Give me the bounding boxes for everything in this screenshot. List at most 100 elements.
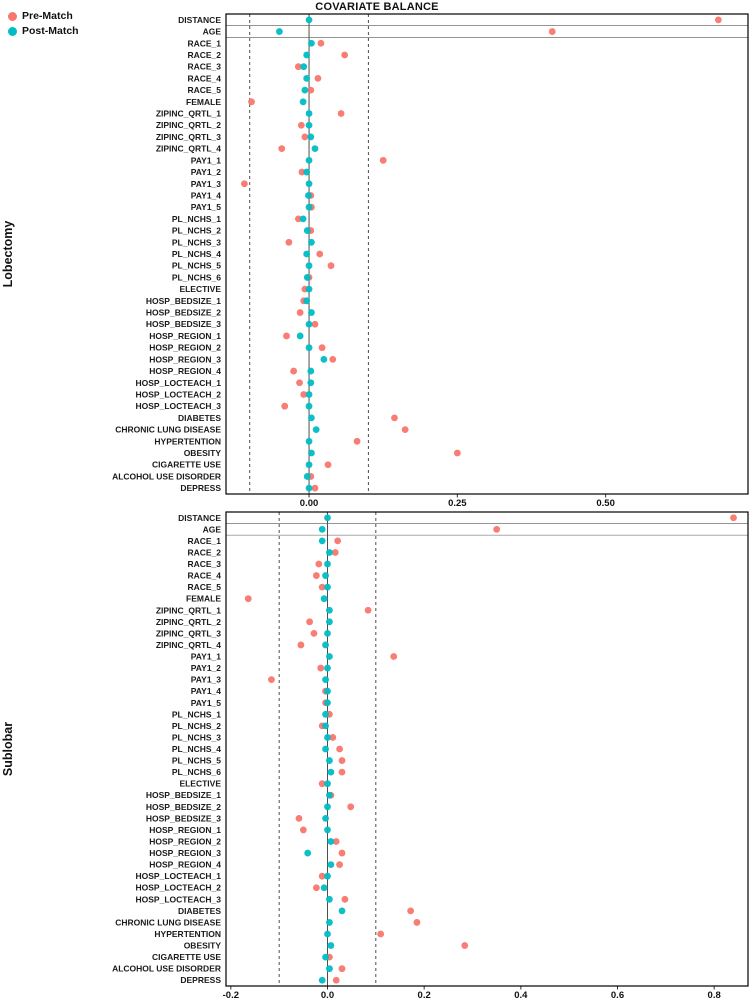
- pre-match-point: [347, 803, 355, 811]
- covariate-label: RACE_2: [187, 50, 221, 60]
- covariate-label: HOSP_LOCTEACH_1: [136, 871, 222, 881]
- covariate-label: CHRONIC LUNG DISEASE: [115, 425, 221, 435]
- post-match-point: [312, 426, 320, 434]
- pre-match-point: [294, 63, 302, 71]
- covariate-label: PAY1_4: [191, 686, 222, 696]
- pre-match-point: [413, 919, 421, 926]
- covariate-label: FEMALE: [186, 594, 221, 604]
- covariate-label: DEPRESS: [180, 483, 221, 493]
- covariate-label: CIGARETTE USE: [152, 460, 221, 470]
- pre-match-point: [296, 379, 303, 387]
- covariate-label: FEMALE: [186, 97, 221, 107]
- post-match-point: [303, 74, 311, 82]
- covariate-label: RACE_2: [187, 547, 221, 557]
- pre-match-point: [341, 51, 349, 59]
- pre-match-point: [548, 28, 556, 35]
- pre-match-point: [336, 745, 343, 753]
- post-match-point: [322, 814, 329, 822]
- pre-match-point: [730, 514, 737, 522]
- post-match-point: [324, 826, 331, 834]
- pre-match-point: [364, 606, 372, 614]
- post-match-point: [303, 227, 311, 234]
- post-match-point: [322, 953, 329, 961]
- covariate-label: PL_NCHS_2: [172, 226, 221, 236]
- legend: Pre-Match Post-Match: [8, 10, 79, 37]
- post-match-point: [324, 930, 331, 938]
- covariate-label: ZIPINC_QRTL_4: [156, 144, 221, 154]
- covariate-label: PL_NCHS_5: [172, 756, 221, 766]
- post-match-point: [305, 285, 313, 293]
- post-match-point: [305, 391, 313, 398]
- covariate-label: PL_NCHS_5: [172, 261, 221, 271]
- post-match-point: [326, 618, 333, 626]
- pre-match-point: [312, 572, 320, 579]
- pre-match-point: [318, 780, 326, 788]
- pre-match-point: [401, 426, 409, 434]
- post-match-point: [303, 473, 311, 480]
- pre-match-point: [283, 332, 290, 340]
- post-match-point: [305, 180, 313, 188]
- covariate-label: DIABETES: [178, 906, 221, 916]
- legend-label-pre-match: Pre-Match: [22, 10, 73, 22]
- covariate-label: HOSP_BEDSIZE_2: [146, 308, 221, 318]
- post-match-point: [324, 514, 331, 522]
- post-match-point: [326, 791, 333, 799]
- covariate-label: ELECTIVE: [179, 284, 221, 294]
- pre-match-point: [297, 641, 305, 649]
- covariate-label: ALCOHOL USE DISORDER: [112, 964, 221, 974]
- pre-match-point: [244, 595, 252, 603]
- pre-match-point: [377, 930, 385, 938]
- covariate-label: DIABETES: [178, 413, 221, 423]
- post-match-point: [326, 549, 333, 556]
- covariate-label: PL_NCHS_4: [172, 249, 221, 259]
- post-match-point: [322, 710, 329, 718]
- post-match-point: [327, 861, 335, 869]
- covariate-label: RACE_3: [187, 559, 221, 569]
- pre-match-point: [296, 309, 304, 316]
- post-match-point: [318, 976, 326, 984]
- covariate-label: ZIPINC_QRTL_3: [156, 628, 221, 638]
- post-match-point: [305, 16, 313, 24]
- post-match-point: [320, 884, 328, 892]
- covariate-label: HOSP_LOCTEACH_3: [136, 894, 222, 904]
- post-match-point: [305, 262, 313, 270]
- post-match-point: [275, 28, 283, 35]
- post-match-point: [327, 942, 335, 949]
- chart-title: COVARIATE BALANCE: [315, 1, 439, 13]
- pre-match-point: [290, 367, 298, 375]
- covariate-label: PAY1_2: [191, 663, 222, 673]
- covariate-label: HYPERTENTION: [154, 929, 221, 939]
- post-match-point: [303, 51, 311, 59]
- pre-match-point: [311, 320, 319, 328]
- covariate-label: HOSP_REGION_2: [149, 836, 221, 846]
- post-match-point: [305, 437, 313, 445]
- post-match-point: [305, 402, 313, 410]
- pre-match-point: [294, 215, 302, 223]
- pre-match-point: [493, 525, 501, 533]
- post-match-point: [308, 449, 315, 457]
- pre-match-point: [407, 907, 415, 915]
- post-match-point: [305, 203, 313, 211]
- post-match-point: [327, 838, 335, 845]
- post-match-point: [308, 309, 315, 316]
- post-match-point: [305, 484, 313, 492]
- panel-facet-label: Lobectomy: [1, 221, 15, 288]
- covariate-label: HOSP_REGION_1: [149, 331, 221, 341]
- covariate-label: PAY1_2: [191, 167, 222, 177]
- post-match-point: [303, 297, 311, 305]
- covariate-label: AGE: [203, 524, 222, 534]
- covariate-label: PAY1_5: [191, 202, 222, 212]
- post-match-point: [303, 250, 311, 258]
- post-match-point: [324, 687, 331, 695]
- pre-match-point: [337, 110, 345, 117]
- covariate-label: CIGARETTE USE: [152, 952, 221, 962]
- covariate-label: PAY1_1: [191, 652, 222, 662]
- covariate-label: RACE_5: [187, 582, 221, 592]
- post-match-point: [308, 414, 315, 422]
- post-match-point: [326, 965, 333, 973]
- x-tick-label: 0.25: [448, 498, 467, 509]
- post-match-point: [305, 192, 312, 199]
- post-match-point: [322, 641, 329, 649]
- x-tick-label: 0.0: [321, 990, 334, 1001]
